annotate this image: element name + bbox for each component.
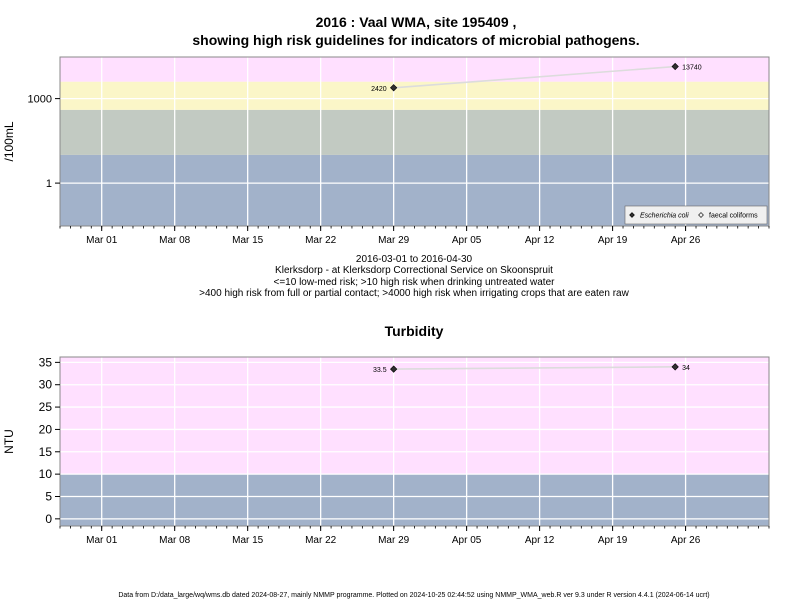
legend-marker — [629, 212, 635, 218]
y-tick-label: 0 — [45, 512, 52, 526]
chart-title-line-1: 2016 : Vaal WMA, site 195409 , — [316, 14, 517, 30]
x-tick-label: Mar 15 — [232, 535, 264, 546]
risk-band — [60, 474, 769, 526]
y-axis-label: /100mL — [2, 121, 16, 161]
y-tick-label: 1000 — [28, 94, 52, 106]
x-tick-label: Mar 15 — [232, 235, 264, 246]
x-tick-label: Apr 05 — [452, 235, 482, 246]
data-label: 33.5 — [373, 367, 387, 374]
x-tick-label: Mar 29 — [378, 235, 410, 246]
legend-box — [624, 205, 768, 225]
microbial-panel: 1 1000 Mar 01 Mar 08 Mar 15 Mar 22 Mar 29 Apr 0… — [2, 56, 770, 246]
x-tick-label: Apr 05 — [452, 535, 482, 546]
x-tick-label: Mar 29 — [378, 535, 410, 546]
x-tick-label: Mar 22 — [305, 535, 337, 546]
y-tick-label: 35 — [39, 355, 53, 369]
x-tick-label: Mar 22 — [305, 235, 337, 246]
x-tick-label: Mar 08 — [159, 535, 191, 546]
footer-note: Data from D:/data_large/wq/wms.db dated … — [118, 592, 709, 599]
risk-band — [60, 57, 769, 82]
x-tick-label: Apr 19 — [598, 535, 628, 546]
y-tick-label: 15 — [39, 445, 53, 459]
x-tick-label: Mar 08 — [159, 235, 191, 246]
subtitle-line-2: Klerksdorp - at Klerksdorp Correctional … — [275, 265, 553, 276]
x-tick-label: Apr 26 — [671, 235, 701, 246]
legend-label: faecal coliforms — [709, 213, 758, 220]
turbidity-panel: 0 5 10 15 20 25 30 35 Mar 01 Mar 08 Mar 15 Mar 22 Ma… — [2, 355, 770, 546]
x-tick-label: Apr 26 — [671, 535, 701, 546]
turbidity-title: Turbidity — [385, 323, 444, 339]
data-point — [390, 365, 398, 373]
chart-title-line-2: showing high risk guidelines for indicat… — [192, 32, 639, 48]
x-tick-label: Apr 19 — [598, 235, 628, 246]
data-point — [390, 84, 398, 92]
legend-marker — [698, 212, 704, 218]
x-tick-label: Apr 12 — [525, 535, 555, 546]
data-label: 34 — [682, 365, 690, 372]
y-tick-label: 25 — [39, 400, 53, 414]
subtitle-line-1: 2016-03-01 to 2016-04-30 — [356, 254, 473, 265]
series-line — [393, 366, 676, 370]
data-point — [671, 363, 679, 371]
series-line — [393, 65, 676, 89]
data-point — [671, 62, 679, 71]
data-label: 2420 — [371, 86, 387, 93]
subtitle-line-3: <=10 low-med risk; >10 high risk when dr… — [274, 277, 556, 288]
y-tick-label: 5 — [45, 489, 52, 503]
x-tick-label: Mar 01 — [86, 535, 118, 546]
legend-label: Escherichia coli — [640, 213, 689, 220]
y-tick-label: 30 — [39, 378, 53, 392]
risk-band — [60, 109, 769, 155]
y-tick-label: 1 — [46, 178, 52, 190]
subtitle-line-4: >400 high risk from full or partial cont… — [199, 288, 629, 299]
risk-band — [60, 357, 769, 475]
y-tick-label: 20 — [39, 422, 53, 436]
y-tick-label: 10 — [39, 467, 53, 481]
data-label: 13740 — [682, 65, 702, 72]
x-tick-label: Apr 12 — [525, 235, 555, 246]
y-axis-label: NTU — [2, 429, 16, 454]
x-tick-label: Mar 01 — [86, 235, 118, 246]
